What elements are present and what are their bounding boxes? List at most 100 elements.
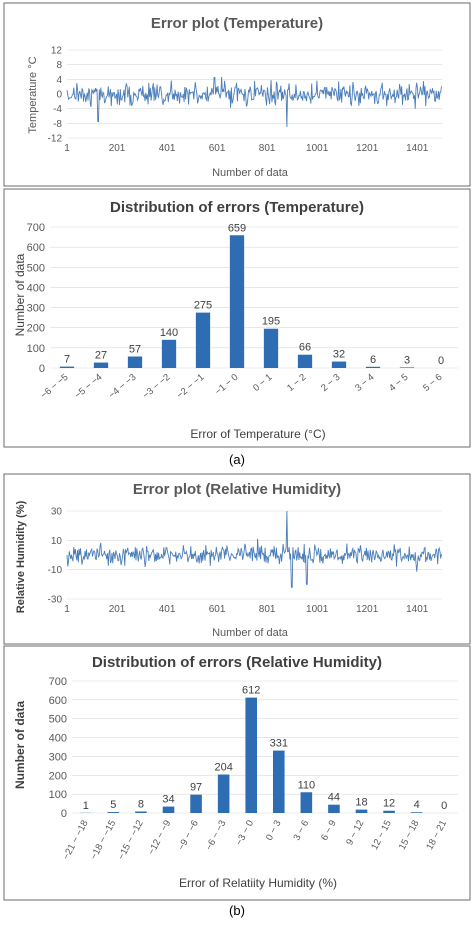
data-label: 659 (228, 222, 246, 234)
y-tick-label: -12 (48, 134, 63, 145)
y-tick-label: 4 (56, 75, 62, 86)
chart-title: Distribution of errors (Relative Humidit… (92, 654, 382, 671)
x-tick-label: 201 (109, 604, 126, 615)
x-axis-label: Number of data (212, 167, 289, 179)
y-tick-label: 700 (27, 222, 45, 234)
data-label: 3 (404, 354, 410, 366)
y-tick-label: 0 (61, 808, 67, 820)
x-tick-label: 1001 (306, 604, 329, 615)
y-tick-label: 200 (49, 770, 67, 782)
y-tick-label: 700 (49, 676, 67, 688)
y-tick-label: 600 (27, 242, 45, 254)
x-tick-label: 801 (259, 143, 276, 154)
data-label: 612 (242, 685, 260, 697)
x-tick-label: 401 (159, 604, 176, 615)
data-label: 204 (214, 762, 232, 774)
y-axis-label: Relative Humidity (%) (15, 500, 27, 613)
x-tick-label: 1201 (356, 143, 379, 154)
x-tick-label: 401 (159, 143, 176, 154)
rh-distribution-frame (4, 646, 470, 900)
y-tick-label: 400 (49, 733, 67, 745)
y-axis-label: Number of data (13, 701, 27, 789)
y-tick-label: 200 (27, 323, 45, 335)
chart-title: Error plot (Relative Humidity) (133, 481, 341, 498)
y-tick-label: 500 (27, 262, 45, 274)
y-tick-label: 400 (27, 282, 45, 294)
x-tick-label: 801 (259, 604, 276, 615)
y-tick-label: 300 (27, 303, 45, 315)
data-label: 12 (383, 798, 395, 810)
y-axis-label: Temperature °C (27, 56, 39, 133)
bar (411, 812, 423, 813)
rh-error-plot-frame (4, 474, 470, 644)
x-axis-label: Error of Temperature (°C) (190, 427, 325, 441)
y-tick-label: 100 (49, 789, 67, 801)
data-label: 275 (194, 300, 212, 312)
data-label: 110 (298, 779, 316, 791)
bar (298, 355, 312, 368)
x-tick-label: 1 (64, 604, 70, 615)
y-tick-label: 500 (49, 714, 67, 726)
y-tick-label: 0 (39, 363, 45, 375)
y-tick-label: -8 (53, 119, 62, 130)
y-tick-label: -30 (48, 595, 63, 606)
x-tick-label: 1401 (406, 604, 429, 615)
y-tick-label: 0 (56, 90, 62, 101)
data-label: 32 (333, 349, 345, 361)
chart-title: Error plot (Temperature) (151, 15, 323, 32)
bar (400, 367, 414, 368)
bar (328, 805, 340, 813)
x-tick-label: 1001 (306, 143, 329, 154)
bar (218, 775, 230, 813)
y-tick-label: 100 (27, 343, 45, 355)
x-axis-label: Error of Relatiity Humidity (%) (179, 876, 337, 890)
y-tick-label: 600 (49, 695, 67, 707)
bar (366, 367, 380, 368)
data-label: 4 (414, 799, 420, 811)
bar (163, 807, 175, 813)
data-label: 27 (95, 350, 107, 362)
bar (245, 698, 257, 813)
chart-title: Distribution of errors (Temperature) (110, 199, 364, 216)
data-label: 331 (270, 738, 288, 750)
bar (332, 362, 346, 368)
x-axis-label: Number of data (212, 627, 289, 639)
bar (264, 329, 278, 368)
bar (356, 810, 368, 813)
panel-b-label: (b) (229, 903, 245, 918)
data-label: 6 (370, 354, 376, 366)
x-tick-label: 601 (209, 143, 226, 154)
data-label: 8 (138, 798, 144, 810)
y-tick-label: 12 (51, 46, 63, 57)
data-label: 18 (355, 797, 367, 809)
y-tick-label: 30 (51, 507, 63, 518)
y-axis-label: Number of data (13, 253, 27, 336)
data-label: 34 (162, 794, 174, 806)
data-label: 57 (129, 344, 141, 356)
data-label: 140 (160, 327, 178, 339)
bar (301, 792, 313, 813)
data-label: 0 (441, 800, 447, 812)
bar (60, 367, 74, 368)
bar (94, 363, 108, 368)
bar (196, 313, 210, 368)
data-label: 44 (328, 792, 340, 804)
data-label: 1 (83, 800, 89, 812)
y-tick-label: 10 (51, 536, 63, 547)
x-tick-label: 1201 (356, 604, 379, 615)
bar (273, 751, 285, 813)
bar (230, 235, 244, 368)
bar (162, 340, 176, 368)
bar (190, 795, 202, 813)
x-tick-label: 1401 (406, 143, 429, 154)
x-tick-label: 201 (109, 143, 126, 154)
bar (108, 812, 120, 813)
data-label: 97 (190, 782, 202, 794)
x-tick-label: 601 (209, 604, 226, 615)
bar (128, 357, 142, 368)
bar (383, 811, 395, 813)
y-tick-label: 300 (49, 751, 67, 763)
x-tick-label: 1 (64, 143, 70, 154)
data-label: 0 (438, 355, 444, 367)
